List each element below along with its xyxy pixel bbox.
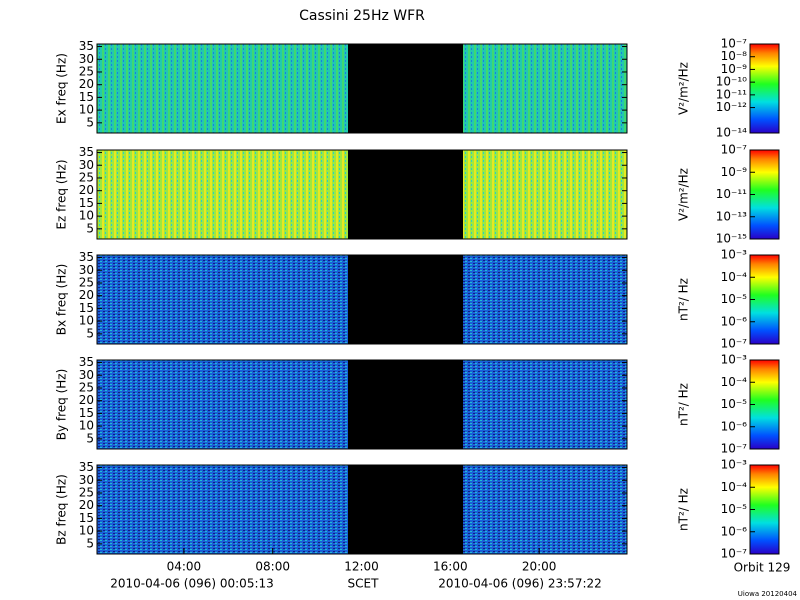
plot-frame xyxy=(96,254,628,345)
scet-label: SCET xyxy=(348,577,380,591)
y-tick-label: 15 xyxy=(79,196,94,210)
colorbar-tick-label: 10⁻¹¹ xyxy=(716,87,747,101)
y-tick-label: 5 xyxy=(86,326,94,340)
colorbar-tick-label: 10⁻⁴ xyxy=(721,375,748,389)
y-tick-label: 15 xyxy=(79,511,94,525)
y-tick-label: 25 xyxy=(79,275,94,289)
colorbar-tick-label: 10⁻⁷ xyxy=(721,37,748,51)
y-axis-label: Bx freq (Hz) xyxy=(55,264,69,336)
colorbar-tick-label: 10⁻⁷ xyxy=(721,442,748,456)
colorbar-tick-label: 10⁻¹³ xyxy=(716,209,747,223)
colorbar-label: nT²/ Hz xyxy=(677,278,691,321)
x-tick-label: 04:00 xyxy=(167,560,202,574)
data-gap xyxy=(348,44,463,133)
colorbar-tick-label: 10⁻¹⁵ xyxy=(716,232,747,246)
colorbar-tick-label: 10⁻³ xyxy=(721,248,748,262)
y-tick-label: 5 xyxy=(86,431,94,445)
y-tick-label: 35 xyxy=(79,39,94,53)
colorbar-tick-label: 10⁻⁶ xyxy=(721,419,748,433)
y-tick-label: 25 xyxy=(79,170,94,184)
colorbar-tick-label: 10⁻⁴ xyxy=(721,270,748,284)
y-tick-label: 5 xyxy=(86,536,94,550)
colorbar-tick-label: 10⁻⁷ xyxy=(721,143,748,157)
y-tick-label: 35 xyxy=(79,460,94,474)
colorbar-tick-label: 10⁻⁶ xyxy=(721,314,748,328)
title: Cassini 25Hz WFR xyxy=(299,8,425,24)
y-tick-label: 30 xyxy=(79,473,94,487)
y-tick-label: 15 xyxy=(79,301,94,315)
y-tick-label: 20 xyxy=(79,288,94,302)
colorbar-label: nT²/ Hz xyxy=(677,383,691,426)
y-tick-label: 20 xyxy=(79,393,94,407)
colorbar-tick-label: 10⁻⁵ xyxy=(721,397,748,411)
colorbar xyxy=(749,43,780,134)
colorbar-tick-label: 10⁻⁷ xyxy=(721,337,748,351)
y-tick-label: 10 xyxy=(79,524,94,538)
y-tick-label: 20 xyxy=(79,498,94,512)
plot-frame xyxy=(96,359,628,450)
colorbar-tick-label: 10⁻⁶ xyxy=(721,524,748,538)
y-tick-label: 25 xyxy=(79,380,94,394)
colorbar-tick-label: 10⁻¹² xyxy=(716,100,747,114)
x-tick-label: 12:00 xyxy=(344,560,379,574)
end-time: 2010-04-06 (096) 23:57:22 xyxy=(438,577,602,591)
colorbar-tick-label: 10⁻⁵ xyxy=(721,292,748,306)
colorbar-label: V²/m²/Hz xyxy=(677,168,691,221)
y-tick-label: 20 xyxy=(79,183,94,197)
colorbar-tick-label: 10⁻⁴ xyxy=(721,480,748,494)
y-axis-label: Ex freq (Hz) xyxy=(55,53,69,124)
y-tick-label: 15 xyxy=(79,406,94,420)
colorbar-tick-label: 10⁻⁸ xyxy=(721,49,748,63)
colorbar xyxy=(749,254,780,345)
y-tick-label: 35 xyxy=(79,250,94,264)
y-tick-label: 35 xyxy=(79,355,94,369)
x-tick-label: 20:00 xyxy=(522,560,557,574)
plot-frame xyxy=(96,149,628,240)
y-tick-label: 5 xyxy=(86,221,94,235)
plot-frame xyxy=(96,43,628,134)
start-time: 2010-04-06 (096) 00:05:13 xyxy=(110,577,274,591)
orbit: Orbit 129 xyxy=(734,561,791,575)
x-tick-label: 08:00 xyxy=(255,560,290,574)
y-axis-label: Bz freq (Hz) xyxy=(55,474,69,545)
y-tick-label: 10 xyxy=(79,209,94,223)
y-tick-label: 30 xyxy=(79,52,94,66)
colorbar-tick-label: 10⁻¹⁰ xyxy=(716,75,747,89)
y-tick-label: 30 xyxy=(79,368,94,382)
y-tick-label: 25 xyxy=(79,485,94,499)
colorbar-tick-label: 10⁻¹⁴ xyxy=(716,126,747,140)
colorbar xyxy=(749,359,780,450)
data-gap xyxy=(348,360,463,449)
colorbar-tick-label: 10⁻³ xyxy=(721,353,748,367)
colorbar-tick-label: 10⁻¹¹ xyxy=(716,187,747,201)
data-gap xyxy=(348,150,463,239)
y-tick-label: 20 xyxy=(79,77,94,91)
y-tick-label: 10 xyxy=(79,419,94,433)
y-tick-label: 30 xyxy=(79,263,94,277)
colorbar-tick-label: 10⁻⁵ xyxy=(721,502,748,516)
y-tick-label: 10 xyxy=(79,314,94,328)
colorbar-tick-label: 10⁻³ xyxy=(721,458,748,472)
colorbar-tick-label: 10⁻⁷ xyxy=(721,547,748,561)
y-axis-label: By freq (Hz) xyxy=(55,369,69,441)
y-axis-label: Ez freq (Hz) xyxy=(55,159,69,229)
x-tick-label: 16:00 xyxy=(433,560,468,574)
colorbar-tick-label: 10⁻⁹ xyxy=(721,62,748,76)
colorbar-tick-label: 10⁻⁹ xyxy=(721,165,748,179)
y-tick-label: 35 xyxy=(79,145,94,159)
data-gap xyxy=(348,255,463,344)
y-tick-label: 10 xyxy=(79,103,94,117)
y-tick-label: 25 xyxy=(79,64,94,78)
y-tick-label: 30 xyxy=(79,158,94,172)
colorbar-label: V²/m²/Hz xyxy=(677,62,691,115)
y-tick-label: 5 xyxy=(86,115,94,129)
colorbar-label: nT²/ Hz xyxy=(677,488,691,531)
data-gap xyxy=(348,465,463,554)
y-tick-label: 15 xyxy=(79,90,94,104)
credit: Uiowa 20120404 xyxy=(738,590,798,598)
